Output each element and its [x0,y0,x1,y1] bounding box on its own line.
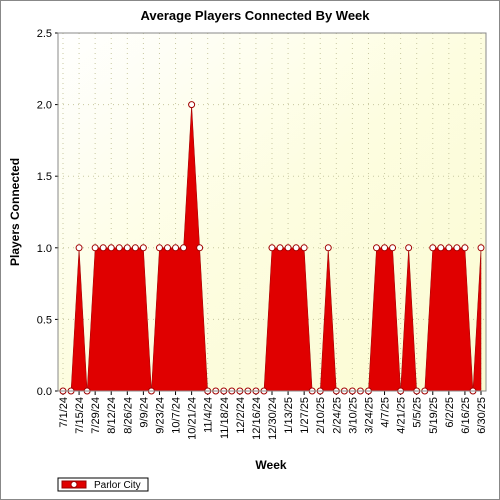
x-tick-label: 7/1/24 [58,397,70,428]
legend-marker [70,481,78,488]
point [139,244,147,252]
x-tick-label: 3/24/25 [363,397,375,434]
point [91,244,99,252]
point [453,244,461,252]
x-tick-label: 12/2/24 [235,397,247,434]
x-tick-label: 4/7/25 [380,397,392,428]
point [164,244,171,252]
point [324,244,332,252]
point [75,244,83,252]
point [284,244,292,252]
x-tick-label: 3/10/25 [347,397,359,434]
x-tick-label: 12/30/24 [267,397,279,440]
point [131,244,139,252]
point [268,244,276,252]
x-axis-label: Week [255,458,286,472]
point [155,244,163,252]
x-tick-label: 12/16/24 [251,397,263,440]
x-tick-label: 8/12/24 [106,397,118,434]
chart-title: Average Players Connected By Week [140,8,370,23]
point [373,244,380,252]
x-tick-label: 7/15/24 [74,397,86,434]
point [276,244,284,252]
x-tick-label: 5/19/25 [428,397,440,434]
point [99,244,107,252]
x-tick-label: 1/13/25 [283,397,295,434]
point [381,244,389,252]
point [292,244,300,252]
y-tick-label: 1.5 [37,171,52,183]
x-tick-label: 9/9/24 [138,397,150,428]
x-tick-label: 4/21/25 [396,397,408,434]
y-tick-label: 2.0 [37,100,52,112]
x-tick-label: 10/7/24 [171,397,183,434]
point [196,244,204,252]
point [115,244,123,252]
x-tick-label: 6/30/25 [476,397,488,434]
x-tick-label: 2/24/25 [331,397,343,434]
x-tick-label: 8/26/24 [122,397,134,434]
point [172,244,180,252]
point [461,244,469,252]
point [300,244,308,252]
point [180,244,188,252]
point [389,244,397,252]
y-tick-label: 2.5 [37,28,52,40]
y-tick-label: 0.5 [37,314,52,326]
x-tick-label: 1/27/25 [299,397,311,434]
legend-label: Parlor City [94,480,141,491]
x-tick-label: 2/10/25 [315,397,327,434]
point [405,244,413,252]
x-tick-label: 5/5/25 [412,397,424,428]
point [123,244,131,252]
x-tick-label: 6/16/25 [460,397,472,434]
point [437,244,445,252]
plot-border [57,32,487,392]
x-tick-label: 9/23/24 [154,397,166,434]
point [188,101,196,109]
x-tick-label: 11/4/24 [203,397,215,433]
x-tick-label: 10/21/24 [187,397,199,440]
x-tick-label: 11/18/24 [219,397,231,439]
point [107,244,115,252]
point [445,244,453,252]
x-tick-label: 6/2/25 [444,397,456,428]
point [429,244,437,252]
y-tick-label: 1.0 [37,243,52,255]
point [477,244,485,252]
x-tick-label: 7/29/24 [90,397,102,434]
y-axis-label: Players Connected [8,158,22,266]
y-tick-label: 0.0 [37,386,52,398]
